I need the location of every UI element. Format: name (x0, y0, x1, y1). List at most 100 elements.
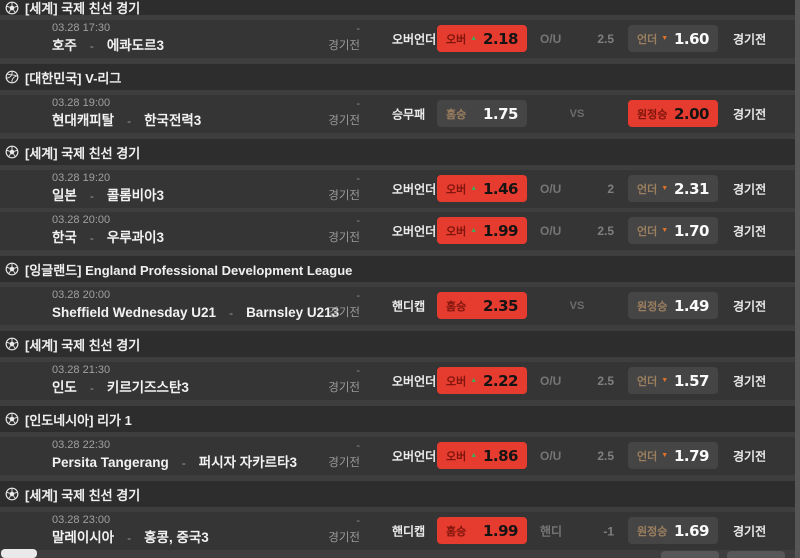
soccer-icon (4, 145, 19, 160)
score-placeholder: - (356, 98, 360, 110)
match-teams: 03.28 23:00 말레이시아 - 홍콩, 중국3 (52, 515, 209, 545)
league-header[interactable]: [잉글랜드] England Professional Development … (0, 256, 800, 282)
match-datetime: 03.28 22:30 (52, 439, 111, 451)
score-placeholder: - (356, 290, 360, 302)
match-row: 03.28 19:00 현대캐피탈 - 한국전력3 - 경기전 승무패 홈승 1… (0, 95, 800, 133)
score-placeholder: - (356, 173, 360, 185)
team-separator: - (127, 531, 132, 545)
match-mid-status: - 경기전 (308, 291, 360, 320)
match-row: 03.28 23:00 말레이시아 - 홍콩, 중국3 - 경기전 핸디캡 홈승… (0, 512, 800, 550)
league-section: [대한민국] V-리그 03.28 19:00 현대캐피탈 - 한국전력3 - … (0, 64, 800, 133)
home-team: 현대캐피탈 (52, 113, 115, 128)
left-odds-value: 2.18 (482, 29, 519, 48)
partial-bottom-button-2[interactable] (727, 551, 785, 558)
score-placeholder: - (356, 215, 360, 227)
left-odds-value: 2.22 (482, 371, 519, 390)
odds-trend-arrow-icon: ▼ (661, 35, 669, 42)
league-title: [대한민국] V-리그 (25, 70, 122, 86)
right-odds-button[interactable]: 원정승 1.49 (628, 292, 718, 319)
horizontal-scrollbar-thumb[interactable] (1, 549, 37, 558)
right-odds-value: 1.60 (673, 29, 710, 48)
right-odds-label: 원정승 (637, 300, 668, 313)
home-team: 호주 (52, 38, 77, 53)
left-odds-button[interactable]: 오버 ▲ 2.22 (437, 367, 527, 394)
league-rows: 03.28 22:30 Persita Tangerang - 퍼시자 자카르타… (0, 437, 800, 475)
league-header[interactable]: [세계] 국제 친선 경기 (0, 139, 800, 165)
soccer-icon (4, 337, 19, 352)
away-team: 키르기즈스탄3 (106, 380, 189, 395)
league-header[interactable]: [인도네시아] 리가 1 (0, 406, 800, 432)
left-odds-button[interactable]: 홈승 1.75 (437, 100, 527, 127)
match-datetime: 03.28 21:30 (52, 364, 111, 376)
right-odds-label: 원정승 (637, 525, 668, 538)
match-status: 경기전 (328, 307, 360, 319)
match-row: 03.28 19:20 일본 - 콜롬비아3 - 경기전 오버언더 오버 ▲ 1… (0, 170, 800, 208)
line-info: O/U 2 (540, 182, 614, 196)
left-odds-label: 오버 (446, 183, 467, 196)
left-odds-button[interactable]: 오버 ▲ 1.99 (437, 217, 527, 244)
vertical-scrollbar[interactable] (795, 0, 800, 558)
right-odds-button[interactable]: 원정승 2.00 (628, 100, 718, 127)
soccer-icon (4, 487, 19, 502)
right-odds-button[interactable]: 언더 ▼ 1.70 (628, 217, 718, 244)
market-type-label: 오버언더 (392, 182, 437, 197)
match-teams: 03.28 22:30 Persita Tangerang - 퍼시자 자카르타… (52, 440, 297, 470)
match-datetime: 03.28 17:30 (52, 22, 111, 34)
league-header[interactable]: [대한민국] V-리그 (0, 64, 800, 90)
odds-trend-arrow-icon: ▲ (470, 185, 478, 192)
right-odds-value: 1.49 (673, 296, 710, 315)
line-info: 핸디 -1 (540, 523, 614, 540)
left-odds-value: 1.99 (482, 221, 519, 240)
line-info: O/U 2.5 (540, 374, 614, 388)
match-row: 03.28 22:30 Persita Tangerang - 퍼시자 자카르타… (0, 437, 800, 475)
match-status: 경기전 (328, 532, 360, 544)
away-team: 퍼시자 자카르타3 (198, 455, 297, 470)
team-separator: - (89, 39, 94, 53)
league-rows: 03.28 19:20 일본 - 콜롬비아3 - 경기전 오버언더 오버 ▲ 1… (0, 170, 800, 250)
match-datetime: 03.28 20:00 (52, 214, 111, 226)
right-odds-button[interactable]: 언더 ▼ 1.57 (628, 367, 718, 394)
match-status: 경기전 (328, 382, 360, 394)
left-odds-button[interactable]: 오버 ▲ 1.86 (437, 442, 527, 469)
left-odds-label: 홈승 (446, 300, 467, 313)
line-info: VS (540, 300, 614, 312)
partial-bottom-button-1[interactable] (661, 551, 719, 558)
left-odds-button[interactable]: 오버 ▲ 1.46 (437, 175, 527, 202)
right-odds-value: 2.31 (673, 179, 710, 198)
match-datetime: 03.28 20:00 (52, 289, 111, 301)
league-header[interactable]: [세계] 국제 친선 경기 (0, 481, 800, 507)
league-rows: 03.28 20:00 Sheffield Wednesday U21 - Ba… (0, 287, 800, 325)
soccer-icon (4, 412, 19, 427)
match-row: 03.28 21:30 인도 - 키르기즈스탄3 - 경기전 오버언더 오버 ▲… (0, 362, 800, 400)
right-odds-button[interactable]: 언더 ▼ 1.60 (628, 25, 718, 52)
left-odds-button[interactable]: 홈승 1.99 (437, 517, 527, 544)
match-status: 경기전 (328, 190, 360, 202)
left-odds-button[interactable]: 오버 ▲ 2.18 (437, 25, 527, 52)
left-odds-button[interactable]: 홈승 2.35 (437, 292, 527, 319)
right-odds-label: 언더 (637, 183, 658, 196)
league-header[interactable]: [세계] 국제 친선 경기 (0, 331, 800, 357)
team-separator: - (127, 114, 132, 128)
odds-trend-arrow-icon: ▼ (661, 227, 669, 234)
score-placeholder: - (356, 365, 360, 377)
left-odds-value: 1.86 (482, 446, 519, 465)
score-placeholder: - (356, 515, 360, 527)
league-rows: 03.28 23:00 말레이시아 - 홍콩, 중국3 - 경기전 핸디캡 홈승… (0, 512, 800, 550)
market-type-label: 핸디캡 (392, 299, 426, 314)
league-header[interactable]: [세계] 국제 친선 경기 (0, 0, 800, 16)
league-title: [세계] 국제 친선 경기 (25, 145, 141, 161)
right-odds-button[interactable]: 언더 ▼ 2.31 (628, 175, 718, 202)
match-mid-status: - 경기전 (308, 174, 360, 203)
right-odds-value: 1.57 (673, 371, 710, 390)
match-mid-status: - 경기전 (308, 441, 360, 470)
right-odds-button[interactable]: 원정승 1.69 (628, 517, 718, 544)
score-placeholder: - (356, 23, 360, 35)
right-odds-button[interactable]: 언더 ▼ 1.79 (628, 442, 718, 469)
market-type-label: 승무패 (392, 107, 426, 122)
match-teams: 03.28 19:20 일본 - 콜롬비아3 (52, 173, 164, 203)
right-odds-value: 2.00 (673, 104, 710, 123)
odds-trend-arrow-icon: ▼ (661, 377, 669, 384)
match-datetime: 03.28 19:20 (52, 172, 111, 184)
home-team: Persita Tangerang (52, 455, 169, 470)
